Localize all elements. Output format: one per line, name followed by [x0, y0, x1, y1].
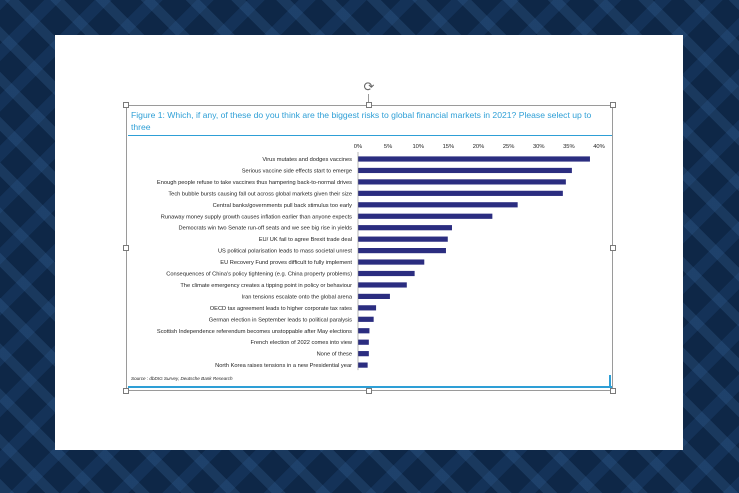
resize-handle-bottom-right[interactable] [610, 388, 616, 394]
title-rule [128, 135, 612, 136]
bar [358, 248, 446, 254]
bar [358, 225, 452, 231]
bar [358, 293, 390, 299]
bar [358, 259, 425, 265]
category-label: Democrats win two Senate run-off seats a… [179, 226, 353, 232]
resize-handle-middle-left[interactable] [123, 245, 129, 251]
x-tick-label: 15% [443, 144, 455, 150]
x-axis-ticks: 0% 5% 10% 15% 20% 25% 30% 35% 40% [354, 144, 605, 150]
figure-title: Figure 1: Which, if any, of these do you… [131, 110, 592, 132]
bar [358, 179, 566, 185]
x-tick-label: 35% [563, 144, 575, 150]
bar [358, 282, 407, 288]
bar [358, 316, 374, 322]
category-label: US political polarisation leads to mass … [218, 249, 352, 255]
resize-handle-middle-right[interactable] [610, 245, 616, 251]
category-label: The climate emergency creates a tipping … [180, 283, 352, 289]
bar [358, 270, 415, 277]
bar [358, 236, 448, 242]
resize-handle-bottom-middle[interactable] [366, 388, 372, 394]
rotate-icon[interactable]: ⟳ [363, 79, 375, 94]
category-label: Tech bubble bursts causing fall out acro… [168, 191, 352, 197]
bar [358, 328, 370, 334]
x-tick-label: 40% [593, 144, 605, 150]
category-label: French election of 2022 comes into view [251, 340, 353, 346]
bar [358, 167, 572, 174]
resize-handle-bottom-left[interactable] [123, 388, 129, 394]
resize-handle-top-left[interactable] [123, 102, 129, 108]
resize-handle-top-right[interactable] [610, 102, 616, 108]
category-label: EU Recovery Fund proves difficult to ful… [220, 260, 352, 266]
category-label: Enough people refuse to take vaccines th… [157, 180, 352, 186]
category-label: OECD tax agreement leads to higher corpo… [210, 306, 352, 312]
category-label: North Korea raises tensions in a new Pre… [215, 363, 352, 369]
x-tick-label: 25% [503, 144, 515, 150]
bar [358, 213, 493, 219]
category-label: Serious vaccine side effects start to em… [242, 168, 352, 174]
bar [358, 156, 590, 162]
x-tick-label: 20% [473, 144, 485, 150]
category-label: None of these [317, 352, 352, 358]
x-tick-label: 30% [533, 144, 545, 150]
rotate-handle-stem [368, 94, 369, 103]
resize-handle-top-middle[interactable] [366, 102, 372, 108]
category-label: Consequences of China's policy tightenin… [166, 272, 352, 278]
bar [358, 339, 369, 345]
category-label: Virus mutates and dodges vaccines [262, 157, 352, 163]
category-label: Scottish Independence referendum becomes… [157, 329, 352, 335]
bar [358, 202, 518, 208]
bottom-rule-corner [609, 375, 611, 387]
category-label: Runaway money supply growth causes infla… [161, 214, 352, 220]
bar [358, 351, 369, 357]
bar [358, 305, 377, 311]
bars [357, 152, 590, 371]
category-label: EU/ UK fail to agree Brexit trade deal [259, 237, 352, 243]
x-tick-label: 5% [384, 144, 392, 150]
x-tick-label: 0% [354, 144, 362, 150]
category-labels: Virus mutates and dodges vaccines Serious… [157, 157, 353, 369]
bar [358, 362, 368, 368]
category-label: Iran tensions escalate onto the global a… [242, 294, 353, 300]
x-tick-label: 10% [412, 144, 424, 150]
bottom-rule [128, 386, 612, 388]
bar [358, 190, 563, 196]
source-note: Source : dbDIG Survey, Deutsche Bank Res… [131, 376, 233, 381]
category-label: German election in September leads to po… [209, 317, 352, 323]
category-label: Central banks/governments pull back stim… [213, 203, 353, 209]
